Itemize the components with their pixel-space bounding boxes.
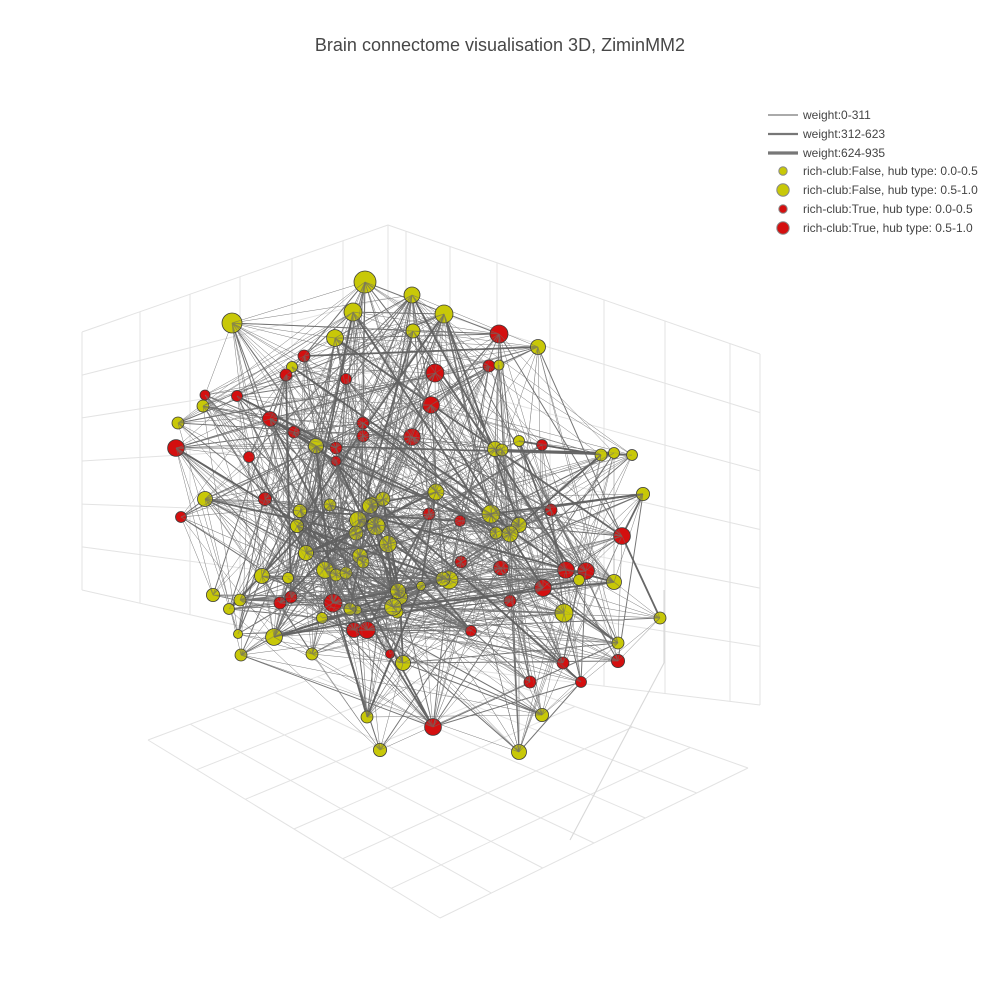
svg-text:rich-club:True, hub type: 0.0-: rich-club:True, hub type: 0.0-0.5 (803, 202, 973, 216)
svg-text:rich-club:False, hub type: 0.5: rich-club:False, hub type: 0.5-1.0 (803, 183, 978, 197)
svg-text:Brain connectome visualisation: Brain connectome visualisation 3D, Zimin… (315, 35, 685, 55)
svg-text:weight:0-311: weight:0-311 (802, 108, 871, 122)
svg-text:rich-club:True, hub type: 0.5-: rich-club:True, hub type: 0.5-1.0 (803, 221, 973, 235)
svg-text:rich-club:False, hub type: 0.0: rich-club:False, hub type: 0.0-0.5 (803, 164, 978, 178)
svg-text:weight:624-935: weight:624-935 (802, 146, 885, 160)
svg-text:weight:312-623: weight:312-623 (802, 127, 885, 141)
